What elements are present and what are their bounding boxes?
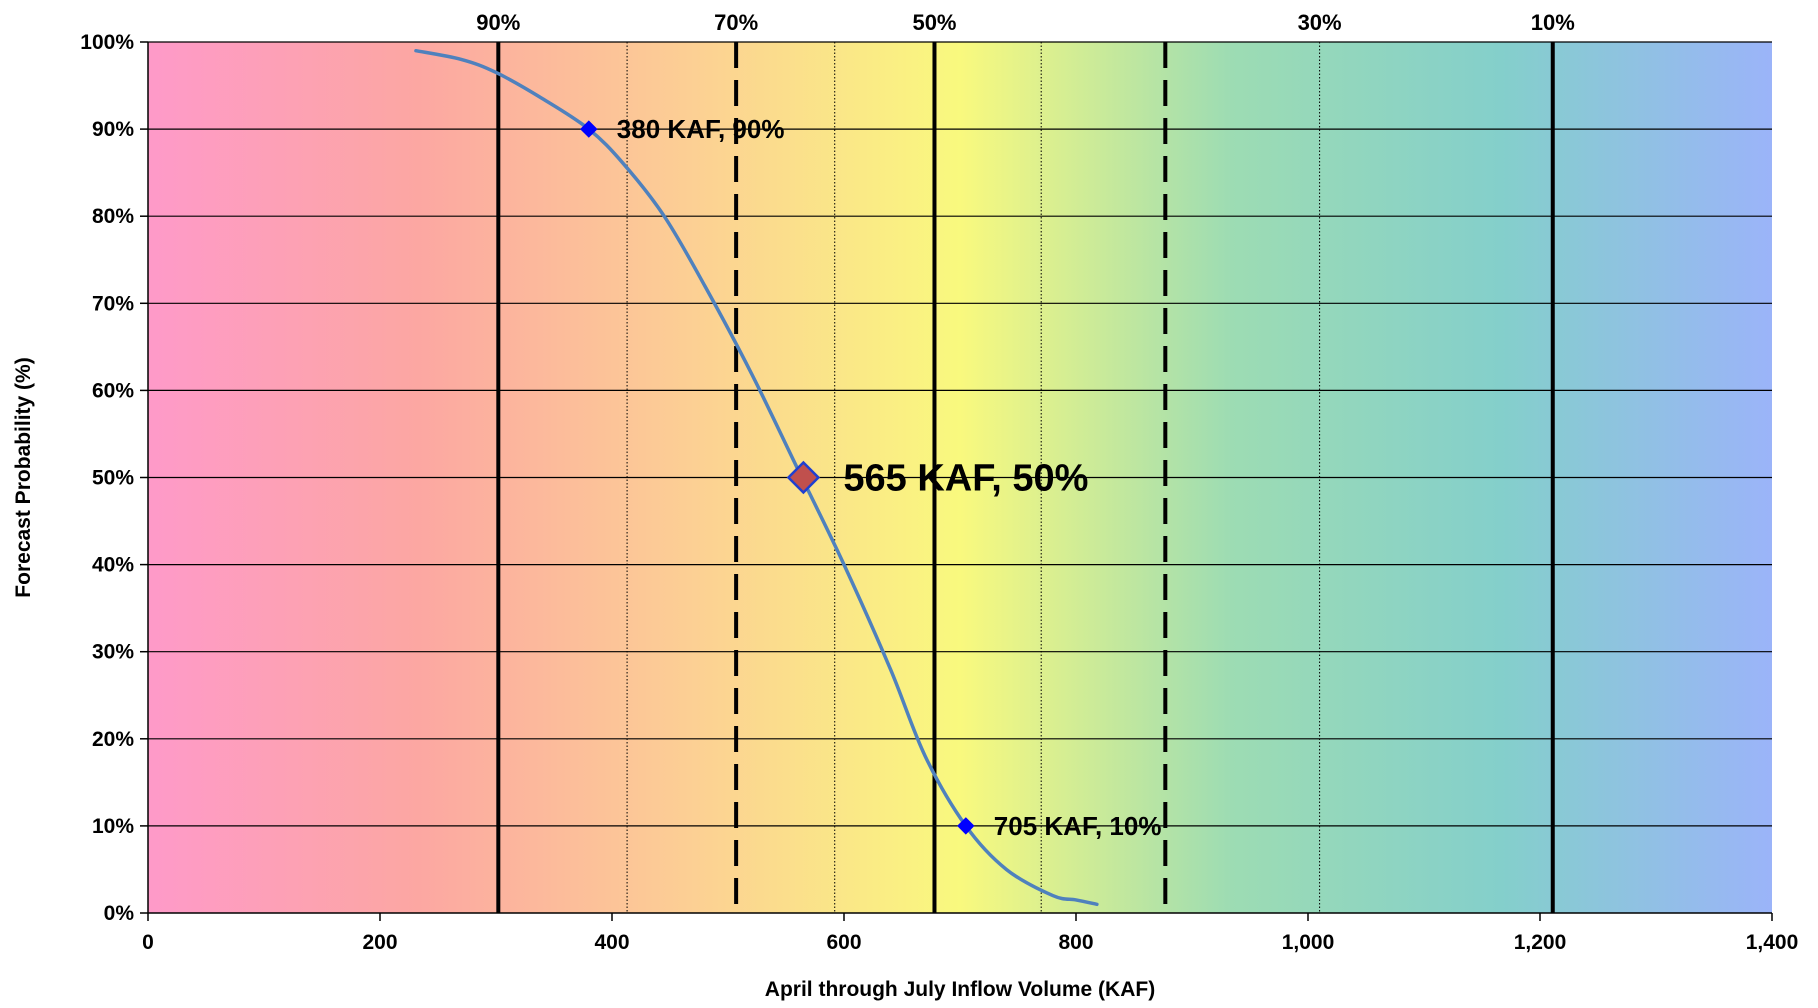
point-marker	[957, 817, 975, 835]
x-tick-label: 1,400	[1746, 931, 1799, 954]
x-tick-label: 600	[826, 931, 861, 954]
forecast-curve	[414, 48, 1099, 907]
grid-lines	[148, 41, 1772, 827]
exceedance-label: 10%	[1531, 10, 1575, 35]
y-tick-label: 50%	[92, 467, 134, 490]
x-tick-label: 800	[1058, 931, 1093, 954]
exceedance-label: 30%	[1298, 10, 1342, 35]
y-axis-title: Forecast Probability (%)	[12, 357, 35, 597]
x-tick-label: 1,200	[1514, 931, 1567, 954]
x-tick-label: 400	[594, 931, 629, 954]
y-tick-label: 100%	[80, 31, 134, 54]
point-annotation: 705 KAF, 10%	[994, 811, 1162, 841]
y-tick-label: 10%	[92, 815, 134, 838]
y-tick-label: 60%	[92, 379, 134, 402]
exceedance-label: 50%	[912, 10, 956, 35]
y-tick-label: 0%	[104, 902, 135, 925]
y-tick-label: 30%	[92, 641, 134, 664]
reference-lines: 90% 70% 50% 10%	[476, 10, 1575, 913]
exceedance-label: 90%	[476, 10, 520, 35]
x-axis-title: April through July Inflow Volume (KAF)	[765, 978, 1155, 1001]
series-lines	[414, 48, 1099, 907]
y-tick-label: 70%	[92, 292, 134, 315]
point-annotation: 565 KAF, 50%	[843, 458, 1088, 500]
axes: 0% 10% 20% 30% 40% 50% 60% 70% 80% 90% 100% 0 200 400…	[80, 31, 1798, 954]
y-tick-label: 20%	[92, 728, 134, 751]
y-tick-label: 40%	[92, 554, 134, 577]
median-point-marker	[786, 460, 821, 495]
minor-reference-lines: 30%	[626, 10, 1342, 913]
exceedance-label: 70%	[714, 10, 758, 35]
highlight-points: 380 KAF, 90% 565 KAF, 50% 705 KAF, 10%	[580, 114, 1162, 841]
x-tick-label: 1,000	[1282, 931, 1335, 954]
x-tick-label: 200	[362, 931, 397, 954]
x-tick-label: 0	[142, 931, 154, 954]
y-tick-label: 80%	[92, 205, 134, 228]
y-tick-label: 90%	[92, 118, 134, 141]
point-annotation: 380 KAF, 90%	[617, 114, 785, 144]
point-marker	[580, 120, 598, 138]
